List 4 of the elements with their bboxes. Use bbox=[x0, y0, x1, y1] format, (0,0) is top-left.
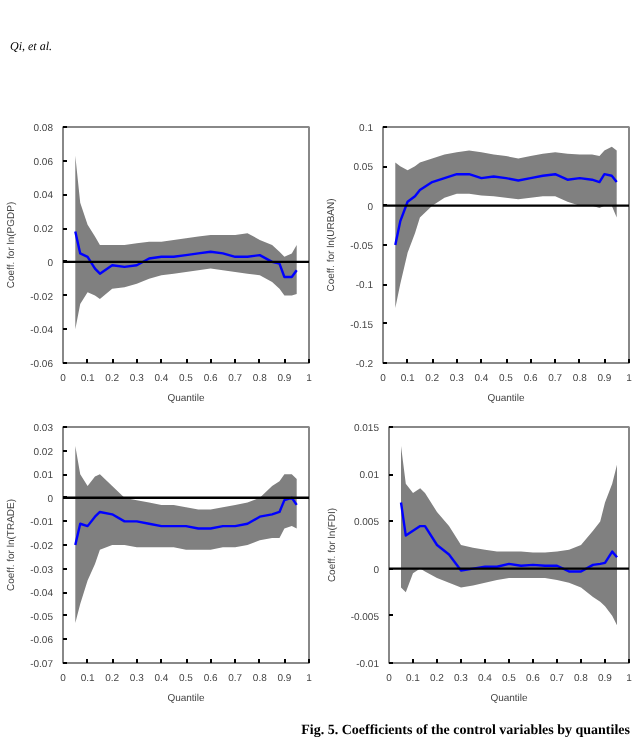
line-series bbox=[74, 230, 298, 279]
line-series bbox=[399, 501, 619, 573]
line-series bbox=[394, 173, 618, 247]
line-series bbox=[74, 496, 298, 547]
